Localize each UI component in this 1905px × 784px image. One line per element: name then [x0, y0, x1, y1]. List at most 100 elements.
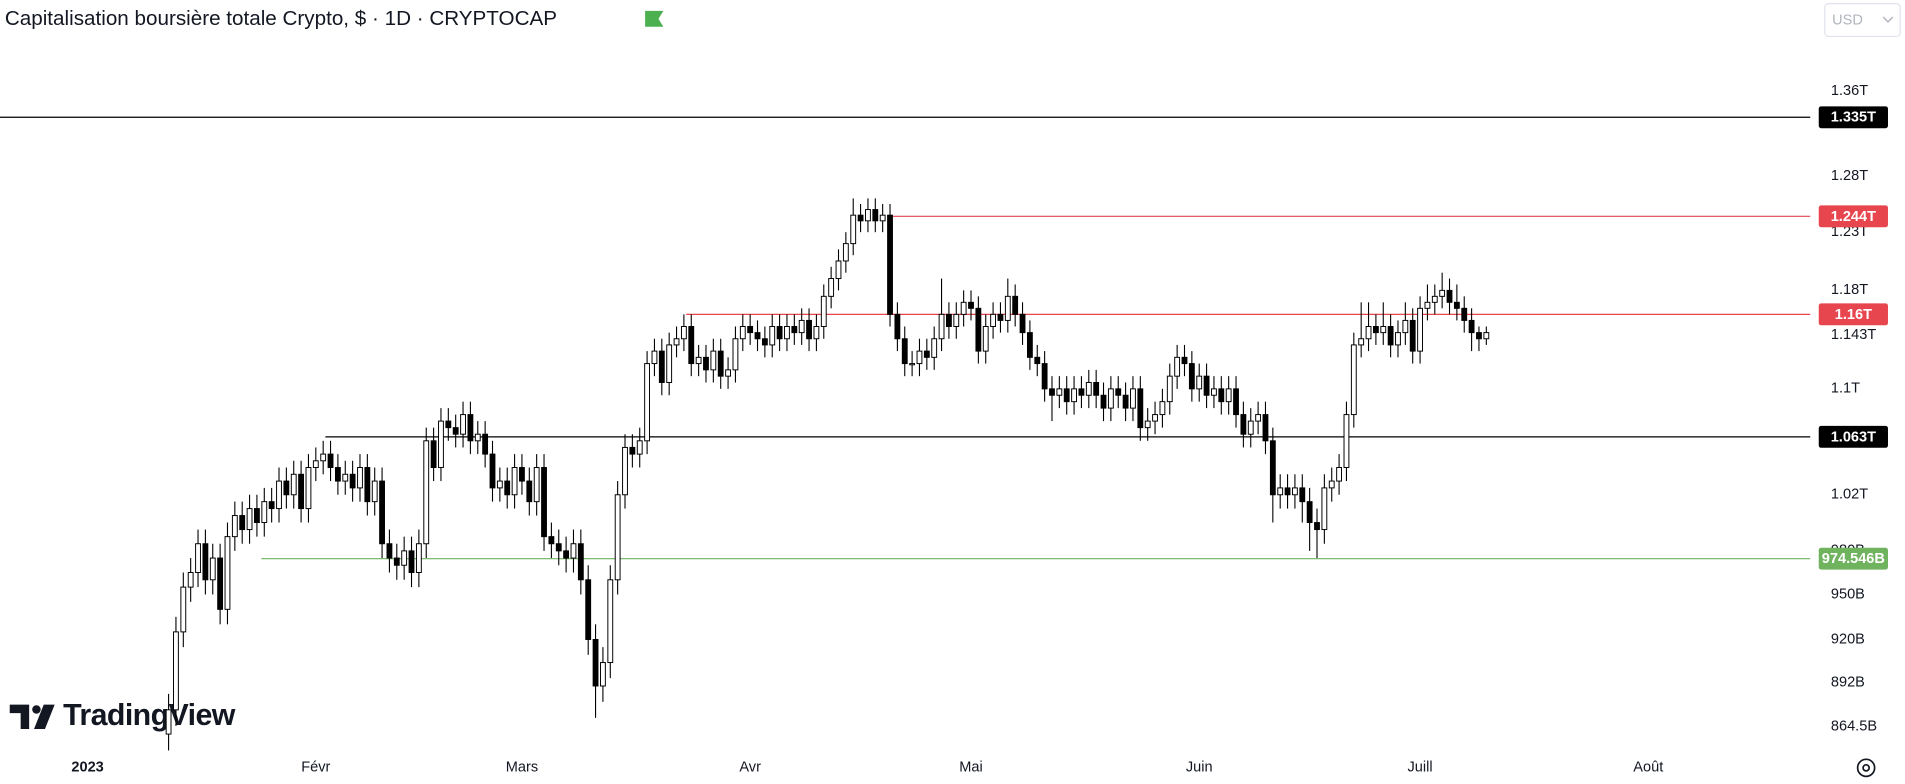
candle-body: [916, 350, 923, 365]
candle-body: [600, 662, 606, 687]
candle: [460, 401, 466, 448]
candle-body: [850, 214, 857, 245]
candle: [1277, 474, 1284, 509]
candle-body: [173, 631, 179, 711]
candle: [224, 522, 231, 625]
candle-body: [526, 480, 533, 503]
candle: [1439, 272, 1446, 309]
chevron[interactable]: [1882, 16, 1894, 23]
candle: [180, 572, 187, 648]
flag-icon[interactable]: [645, 10, 664, 27]
x-tick-label: Avr: [739, 760, 761, 776]
candle-body: [651, 350, 658, 365]
candle: [519, 454, 525, 495]
candle: [1328, 467, 1335, 502]
candle: [1417, 296, 1423, 364]
candle-body: [1328, 480, 1335, 489]
candle-body: [548, 536, 555, 545]
candle: [283, 467, 290, 509]
candle: [1247, 408, 1254, 448]
candle-body: [725, 369, 731, 377]
candle-body: [842, 243, 849, 262]
candle: [379, 467, 385, 559]
candle: [798, 308, 805, 345]
candle-body: [1240, 414, 1247, 435]
candle: [408, 536, 415, 588]
candle: [327, 440, 334, 482]
currency-select[interactable]: USD: [1824, 3, 1901, 38]
candle-body: [445, 420, 452, 429]
candle-body: [820, 295, 827, 327]
candle-body: [997, 313, 1004, 321]
candle: [1292, 474, 1298, 509]
candle-body: [798, 319, 805, 334]
candle: [1269, 427, 1276, 523]
candle: [1380, 302, 1387, 345]
candle-body: [276, 480, 282, 510]
gear-outer[interactable]: [1856, 758, 1876, 778]
candle-body: [872, 209, 879, 222]
candle-body: [165, 709, 172, 735]
candle-body: [754, 332, 761, 340]
candle: [842, 232, 849, 273]
candle: [1019, 302, 1026, 345]
candles: [165, 198, 1490, 751]
y-tick-label: 1.18T: [1831, 282, 1868, 298]
level-label-box: [1818, 106, 1888, 129]
candle: [231, 501, 238, 551]
candle-body: [1130, 388, 1136, 409]
candle: [239, 501, 246, 544]
candle-body: [1122, 394, 1129, 409]
candle-body: [909, 363, 916, 366]
candle: [1476, 326, 1482, 352]
candle-body: [1483, 332, 1490, 340]
candle: [850, 198, 857, 256]
candle: [629, 434, 636, 468]
candle: [1262, 401, 1269, 455]
candle-body: [1409, 319, 1416, 352]
candle-body: [371, 480, 378, 503]
candle-body: [482, 433, 489, 455]
candle-body: [283, 480, 290, 496]
candle: [438, 408, 444, 482]
candle-body: [1159, 401, 1166, 416]
candle-body: [430, 440, 437, 469]
candle-body: [474, 433, 481, 442]
candle: [953, 302, 960, 339]
candle-body: [1107, 388, 1114, 409]
gear-inner[interactable]: [1862, 763, 1871, 772]
candle-body: [1424, 301, 1431, 309]
candle-body: [894, 313, 901, 340]
candle: [1461, 296, 1468, 333]
candle-body: [1196, 375, 1203, 390]
candle: [305, 454, 312, 523]
candle-body: [231, 515, 238, 538]
candle-body: [946, 313, 952, 327]
y-tick-label: 920B: [1831, 631, 1865, 647]
candle: [1409, 308, 1416, 364]
settings-icon[interactable]: [1856, 758, 1876, 778]
candle-body: [254, 508, 260, 524]
candle: [209, 543, 216, 595]
candle: [894, 302, 901, 352]
candle-body: [452, 427, 459, 435]
candle-body: [1071, 388, 1077, 403]
candle-body: [467, 414, 474, 442]
brand-name: TradingView: [63, 699, 236, 732]
currency-label[interactable]: USD: [1832, 12, 1863, 28]
level-label-box: [1818, 205, 1888, 228]
candle-body: [334, 467, 341, 482]
candle: [1343, 401, 1350, 482]
candle: [813, 314, 820, 352]
candle: [276, 467, 282, 523]
candle-body: [592, 638, 599, 687]
candle: [268, 487, 275, 523]
currency-box[interactable]: [1824, 3, 1901, 38]
candle: [541, 454, 547, 551]
candle-body: [415, 543, 422, 573]
candle-body: [1343, 414, 1350, 469]
candle: [1152, 401, 1158, 435]
candle: [1144, 408, 1151, 441]
x-tick-label: Févr: [301, 760, 330, 776]
